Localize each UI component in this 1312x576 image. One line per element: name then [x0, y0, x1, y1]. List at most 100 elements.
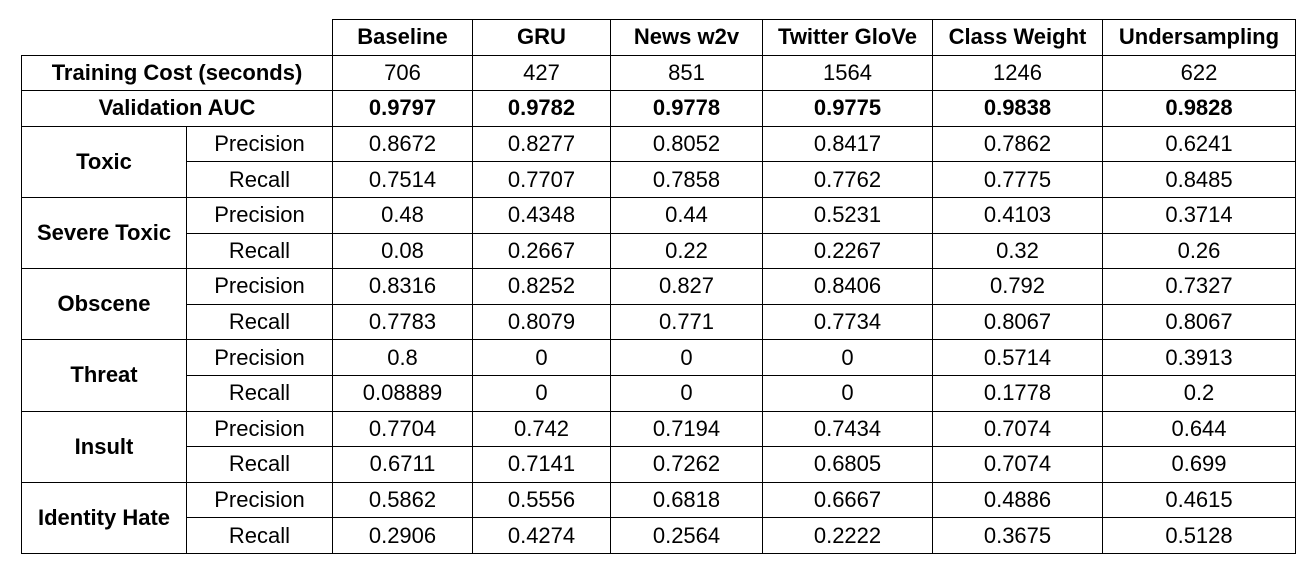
value-cell: 0.5862 [332, 481, 473, 519]
metric-row: Obscene Precision 0.8316 0.8252 0.827 0.8406 0… [21, 268, 1296, 341]
column-header-undersampling: Undersampling [1102, 19, 1296, 56]
value-cell: 0.742 [472, 410, 611, 448]
value-cell: 0.48 [332, 196, 473, 234]
metric-label: Recall [186, 161, 333, 198]
metric-label: Precision [186, 339, 333, 376]
value-cell: 622 [1102, 54, 1296, 92]
value-cell: 0 [762, 374, 933, 412]
metric-row: Recall 0.7783 0.8079 0.771 0.7734 0.8067 0.806… [22, 303, 1296, 341]
value-cell: 0.792 [932, 268, 1103, 305]
header-blank-cell [21, 19, 333, 56]
metric-row: Severe Toxic Precision 0.48 0.4348 0.44 0.523… [21, 196, 1296, 270]
value-cell: 0.7862 [932, 125, 1103, 163]
value-cell: 0.7074 [932, 446, 1103, 483]
metric-label: Recall [186, 303, 333, 341]
value-cell: 0.7434 [762, 410, 933, 448]
value-cell: 0.3675 [932, 517, 1103, 554]
value-cell: 0.32 [932, 232, 1103, 270]
row-label: Validation AUC [21, 90, 333, 127]
value-cell: 0.8067 [932, 303, 1103, 341]
value-cell: 0.08889 [332, 374, 473, 412]
value-cell: 0.7262 [610, 446, 763, 483]
value-cell: 0.8 [332, 339, 473, 376]
results-table: Baseline GRU News w2v Twitter GloVe Clas… [21, 19, 1296, 554]
value-cell: 0.4274 [472, 517, 611, 554]
summary-row: Training Cost (seconds) 706 427 851 1564 1246… [21, 54, 1296, 92]
value-cell: 0.9797 [332, 90, 473, 127]
header-row: Baseline GRU News w2v Twitter GloVe Clas… [21, 19, 1296, 56]
value-cell: 0.8417 [762, 125, 933, 163]
value-cell: 0.7734 [762, 303, 933, 341]
value-cell: 0 [472, 339, 611, 376]
value-cell: 0.9775 [762, 90, 933, 127]
value-cell: 0.827 [610, 268, 763, 305]
metric-label: Recall [186, 232, 333, 270]
value-cell: 0.2564 [610, 517, 763, 554]
column-header-gru: GRU [472, 19, 611, 56]
value-cell: 0.22 [610, 232, 763, 270]
value-cell: 0.3714 [1102, 196, 1296, 234]
category-label: Insult [21, 410, 187, 483]
metric-label: Recall [186, 446, 333, 483]
value-cell: 0.7775 [932, 161, 1103, 198]
summary-row: Validation AUC 0.9797 0.9782 0.9778 0.9775 0.… [21, 90, 1296, 127]
value-cell: 0 [762, 339, 933, 376]
metric-label: Precision [186, 410, 333, 448]
value-cell: 0.6818 [610, 481, 763, 519]
value-cell: 0.771 [610, 303, 763, 341]
value-cell: 0.6667 [762, 481, 933, 519]
value-cell: 0.9828 [1102, 90, 1296, 127]
value-cell: 1246 [932, 54, 1103, 92]
category-label: Toxic [21, 125, 187, 198]
column-header-twitter-glove: Twitter GloVe [762, 19, 933, 56]
row-label: Training Cost (seconds) [21, 54, 333, 92]
value-cell: 0.8079 [472, 303, 611, 341]
value-cell: 0.8406 [762, 268, 933, 305]
value-cell: 0.644 [1102, 410, 1296, 448]
value-cell: 0.7762 [762, 161, 933, 198]
metric-row: Toxic Precision 0.8672 0.8277 0.8052 0.8417 0.… [21, 125, 1296, 198]
value-cell: 0 [610, 339, 763, 376]
column-header-class-weight: Class Weight [932, 19, 1103, 56]
value-cell: 0.08 [332, 232, 473, 270]
value-cell: 0.8485 [1102, 161, 1296, 198]
metric-row: Recall 0.7514 0.7707 0.7858 0.7762 0.7775 0.84… [22, 161, 1296, 198]
value-cell: 0.5231 [762, 196, 933, 234]
value-cell: 0.4103 [932, 196, 1103, 234]
category-label: Threat [21, 339, 187, 412]
metric-label: Recall [186, 374, 333, 412]
value-cell: 427 [472, 54, 611, 92]
metric-row: Insult Precision 0.7704 0.742 0.7194 0.7434 0.… [21, 410, 1296, 483]
value-cell: 0.7327 [1102, 268, 1296, 305]
value-cell: 0.44 [610, 196, 763, 234]
value-cell: 1564 [762, 54, 933, 92]
value-cell: 0.9782 [472, 90, 611, 127]
value-cell: 0.2267 [762, 232, 933, 270]
metric-label: Recall [186, 517, 333, 554]
value-cell: 0.3913 [1102, 339, 1296, 376]
value-cell: 0.9838 [932, 90, 1103, 127]
column-header-baseline: Baseline [332, 19, 473, 56]
table-body: Training Cost (seconds) 706 427 851 1564 1246… [21, 54, 1296, 554]
value-cell: 0.7194 [610, 410, 763, 448]
value-cell: 0.8316 [332, 268, 473, 305]
metric-row: Threat Precision 0.8 0 0 0 0.5714 0.3913 [21, 339, 1296, 412]
value-cell: 0.7514 [332, 161, 473, 198]
column-header-news-w2v: News w2v [610, 19, 763, 56]
value-cell: 0.4615 [1102, 481, 1296, 519]
value-cell: 706 [332, 54, 473, 92]
value-cell: 0.1778 [932, 374, 1103, 412]
value-cell: 851 [610, 54, 763, 92]
value-cell: 0.6805 [762, 446, 933, 483]
value-cell: 0.6711 [332, 446, 473, 483]
category-label: Obscene [21, 268, 187, 341]
value-cell: 0.26 [1102, 232, 1296, 270]
value-cell: 0.699 [1102, 446, 1296, 483]
metric-label: Precision [186, 125, 333, 163]
value-cell: 0.6241 [1102, 125, 1296, 163]
value-cell: 0.5714 [932, 339, 1103, 376]
value-cell: 0.7783 [332, 303, 473, 341]
metric-row: Recall 0.08 0.2667 0.22 0.2267 0.32 0.26 [22, 232, 1296, 270]
value-cell: 0.8052 [610, 125, 763, 163]
value-cell: 0.7141 [472, 446, 611, 483]
